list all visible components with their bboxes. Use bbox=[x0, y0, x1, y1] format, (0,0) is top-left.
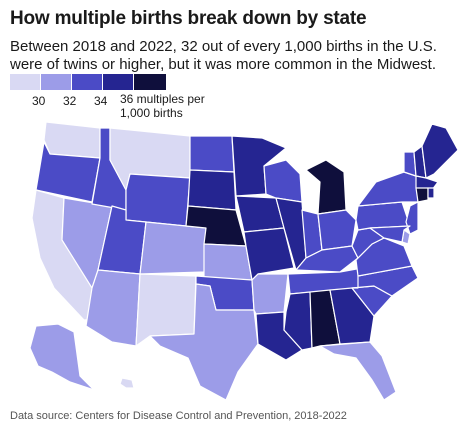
state-ME bbox=[421, 123, 459, 179]
state-SD bbox=[187, 169, 237, 211]
state-HI bbox=[119, 377, 135, 389]
color-legend: 30 32 34 36 multiples per 1,000 births bbox=[10, 74, 210, 124]
legend-label-36: 36 multiples per 1,000 births bbox=[120, 92, 205, 120]
chart-subtitle: Between 2018 and 2022, 32 out of every 1… bbox=[10, 38, 437, 73]
state-MD bbox=[369, 225, 411, 243]
state-MI bbox=[305, 159, 347, 215]
state-KS bbox=[203, 243, 253, 281]
legend-label-34: 34 bbox=[94, 94, 108, 108]
state-CT bbox=[415, 187, 429, 203]
legend-swatch-3 bbox=[72, 74, 102, 90]
state-CO bbox=[139, 221, 207, 275]
state-TX bbox=[149, 283, 259, 401]
us-choropleth-map bbox=[29, 121, 459, 401]
state-WY bbox=[125, 173, 191, 227]
chart-title: How multiple births break down by state bbox=[10, 8, 367, 29]
data-source-note: Data source: Centers for Disease Control… bbox=[10, 410, 347, 422]
state-PA bbox=[355, 201, 411, 231]
state-ND bbox=[189, 135, 235, 173]
state-FL bbox=[319, 341, 397, 401]
state-WA bbox=[43, 121, 101, 159]
legend-swatch-5 bbox=[134, 74, 166, 90]
legend-label-30: 30 bbox=[32, 94, 46, 108]
state-NC bbox=[351, 265, 419, 297]
state-AR bbox=[251, 273, 289, 315]
state-AK bbox=[29, 323, 95, 391]
state-OH bbox=[317, 209, 357, 251]
state-RI bbox=[427, 187, 435, 199]
legend-swatch-4 bbox=[103, 74, 133, 90]
legend-swatch-2 bbox=[41, 74, 71, 90]
legend-swatch-1 bbox=[10, 74, 40, 90]
state-NJ bbox=[405, 201, 419, 235]
state-WI bbox=[263, 159, 303, 203]
legend-label-32: 32 bbox=[63, 94, 77, 108]
state-NY bbox=[357, 171, 419, 207]
state-MA bbox=[415, 175, 439, 191]
state-AZ bbox=[85, 269, 141, 347]
